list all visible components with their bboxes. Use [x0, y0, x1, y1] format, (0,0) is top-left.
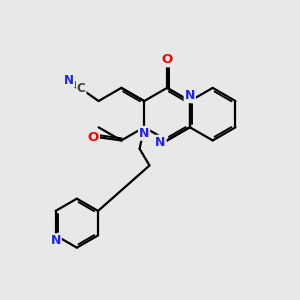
Text: N: N: [139, 127, 149, 140]
Text: N: N: [64, 74, 74, 87]
Text: N: N: [155, 136, 166, 149]
Text: O: O: [88, 131, 99, 144]
Text: C: C: [77, 82, 85, 95]
Text: N: N: [184, 89, 195, 102]
Text: O: O: [161, 53, 172, 66]
Text: N: N: [50, 234, 61, 247]
